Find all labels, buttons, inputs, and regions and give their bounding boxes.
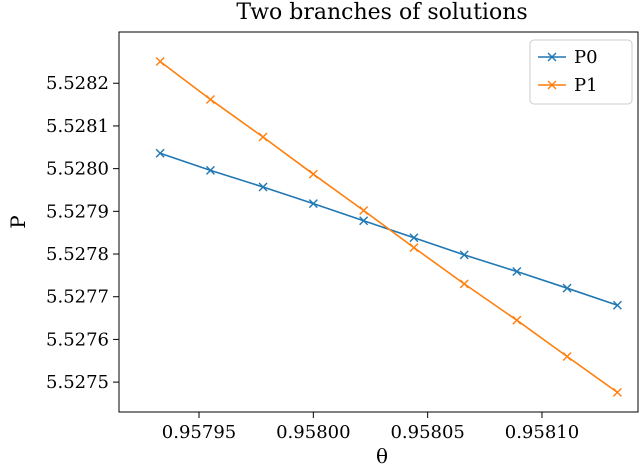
y-axis: 5.5275 5.5276 5.5277 5.5278 5.5279 5.5280 5.52… — [46, 73, 119, 393]
y-tick-label: 5.5277 — [46, 287, 109, 308]
data-point-p1 — [409, 243, 419, 253]
y-axis-label: P — [6, 215, 30, 228]
data-point-p0 — [612, 300, 622, 310]
y-tick-label: 5.5280 — [46, 159, 109, 180]
data-point-p1 — [258, 132, 268, 142]
data-point-p1 — [562, 351, 572, 361]
x-tick-label: 0.95800 — [276, 422, 350, 443]
data-point-p1 — [512, 315, 522, 325]
series-layer — [155, 56, 622, 397]
legend-entry-label: P0 — [574, 47, 598, 68]
data-point-p0 — [409, 233, 419, 243]
data-point-p0 — [258, 182, 268, 192]
axes-frame — [118, 31, 639, 413]
legend-marker — [547, 52, 557, 62]
data-point-p0 — [205, 165, 215, 175]
x-tick-label: 0.95810 — [505, 422, 579, 443]
y-tick-label: 5.5275 — [46, 372, 109, 393]
data-point-p0 — [562, 283, 572, 293]
data-point-p1 — [205, 94, 215, 104]
data-point-p0 — [359, 216, 369, 226]
legend-entry-label: P1 — [574, 75, 598, 96]
x-tick-label: 0.95805 — [390, 422, 464, 443]
data-point-p1 — [359, 205, 369, 215]
y-tick-label: 5.5282 — [46, 73, 109, 94]
data-point-p0 — [308, 199, 318, 209]
y-tick-label: 5.5281 — [46, 116, 109, 137]
data-point-p1 — [155, 56, 165, 66]
y-tick-label: 5.5276 — [46, 329, 109, 350]
y-tick-label: 5.5279 — [46, 201, 109, 222]
data-point-p1 — [459, 279, 469, 289]
x-axis-label: θ — [376, 444, 388, 467]
x-axis: 0.95795 0.95800 0.95805 0.95810 — [162, 412, 579, 443]
chart-title: Two branches of solutions — [236, 0, 527, 25]
data-point-p0 — [155, 148, 165, 158]
data-point-p0 — [459, 250, 469, 260]
y-tick-label: 5.5278 — [46, 244, 109, 265]
data-point-p1 — [612, 387, 622, 397]
legend-marker — [547, 80, 557, 90]
data-point-p0 — [512, 267, 522, 277]
data-point-p1 — [308, 169, 318, 179]
series-line-p1 — [159, 60, 618, 394]
x-tick-label: 0.95795 — [162, 422, 236, 443]
